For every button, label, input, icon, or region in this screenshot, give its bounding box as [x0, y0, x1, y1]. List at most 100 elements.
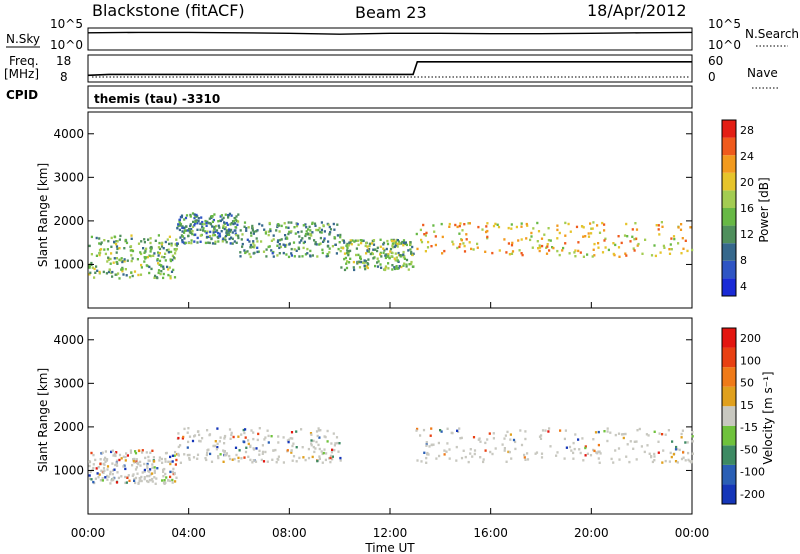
echo-cell [90, 478, 93, 481]
echo-cell [369, 252, 372, 256]
echo-cell [213, 227, 216, 230]
echo-cell [261, 444, 264, 447]
echo-cell [183, 231, 186, 234]
echo-cell [589, 222, 592, 225]
echo-cell [109, 482, 112, 485]
echo-cell [140, 263, 143, 267]
echo-cell [143, 476, 146, 479]
echo-cell [572, 457, 575, 460]
echo-cell [403, 257, 406, 260]
echo-cell [330, 451, 333, 454]
echo-cell [158, 247, 162, 251]
echo-cell [123, 258, 126, 261]
echo-cell [216, 427, 219, 430]
echo-cell [140, 475, 143, 479]
time-axis-label: Time UT [364, 541, 415, 554]
echo-cell [177, 223, 180, 226]
echo-cell [460, 239, 463, 242]
echo-cell [114, 273, 117, 276]
echo-cell [234, 218, 238, 221]
echo-cell [107, 270, 111, 274]
echo-cell [181, 437, 184, 440]
echo-cell [391, 244, 394, 247]
echo-cell [241, 245, 244, 248]
echo-cell [162, 267, 165, 270]
echo-cell [133, 479, 136, 482]
echo-cell [548, 427, 551, 430]
echo-cell [200, 216, 203, 219]
echo-cell [425, 441, 428, 444]
echo-cell [107, 256, 110, 259]
echo-cell [333, 449, 336, 452]
echo-cell [603, 223, 606, 226]
colorbar-swatch [722, 464, 736, 485]
echo-cell [319, 429, 322, 432]
echo-cell [236, 223, 239, 226]
echo-cell [111, 462, 114, 465]
echo-cell [194, 222, 197, 225]
echo-cell [318, 457, 321, 460]
echo-cell [285, 243, 288, 247]
echo-cell [648, 452, 651, 455]
echo-cell [217, 220, 220, 223]
echo-cell [233, 216, 236, 220]
echo-cell [174, 463, 177, 466]
echo-cell [94, 271, 97, 274]
echo-cell [433, 230, 436, 233]
echo-cell [680, 436, 683, 439]
echo-cell [88, 264, 91, 267]
x-tick-label: 12:00 [373, 526, 408, 540]
echo-cell [149, 473, 152, 476]
colorbar-frame [721, 119, 737, 297]
echo-cell [215, 448, 218, 451]
echo-cell [112, 261, 115, 264]
echo-cell [252, 240, 255, 243]
echo-cell [183, 218, 186, 221]
echo-cell [256, 250, 259, 254]
echo-cell [301, 446, 304, 449]
echo-cell [314, 224, 317, 227]
echo-cell [661, 225, 664, 228]
echo-cell [107, 475, 110, 478]
echo-cell [135, 466, 138, 469]
echo-cell [242, 428, 245, 432]
echo-cell [130, 234, 133, 237]
echo-cell [192, 220, 195, 224]
echo-cell [491, 452, 494, 456]
echo-cell [110, 245, 113, 248]
echo-cell [404, 242, 407, 245]
echo-cell [508, 253, 511, 256]
echo-cell [286, 237, 289, 240]
echo-cell [284, 234, 287, 237]
echo-cell [218, 235, 221, 238]
echo-cell [224, 238, 227, 242]
echo-cell [564, 429, 567, 432]
echo-cell [246, 250, 249, 253]
echo-cell [221, 218, 224, 221]
echo-cell [339, 456, 342, 460]
echo-cell [295, 224, 299, 228]
echo-cell [146, 466, 149, 470]
echo-cell [555, 454, 558, 457]
echo-cell [92, 466, 95, 470]
echo-cell [461, 229, 464, 232]
echo-cell [532, 227, 535, 230]
echo-cell [617, 432, 621, 435]
echo-cell [282, 436, 285, 439]
echo-cell [243, 249, 246, 252]
echo-cell [383, 249, 386, 252]
echo-cell [138, 479, 141, 483]
echo-cell [241, 233, 244, 236]
y-tick-label: 3000 [53, 376, 84, 390]
echo-cell [272, 449, 275, 452]
echo-cell [148, 474, 151, 478]
echo-cell [115, 451, 118, 454]
echo-cell [603, 229, 606, 232]
echo-cell [171, 258, 174, 262]
nsky-tick-high: 10^5 [50, 17, 83, 31]
echo-cell [525, 222, 528, 226]
echo-cell [578, 448, 581, 451]
echo-cell [688, 460, 691, 463]
echo-cell [472, 248, 475, 251]
echo-cell [201, 225, 204, 229]
